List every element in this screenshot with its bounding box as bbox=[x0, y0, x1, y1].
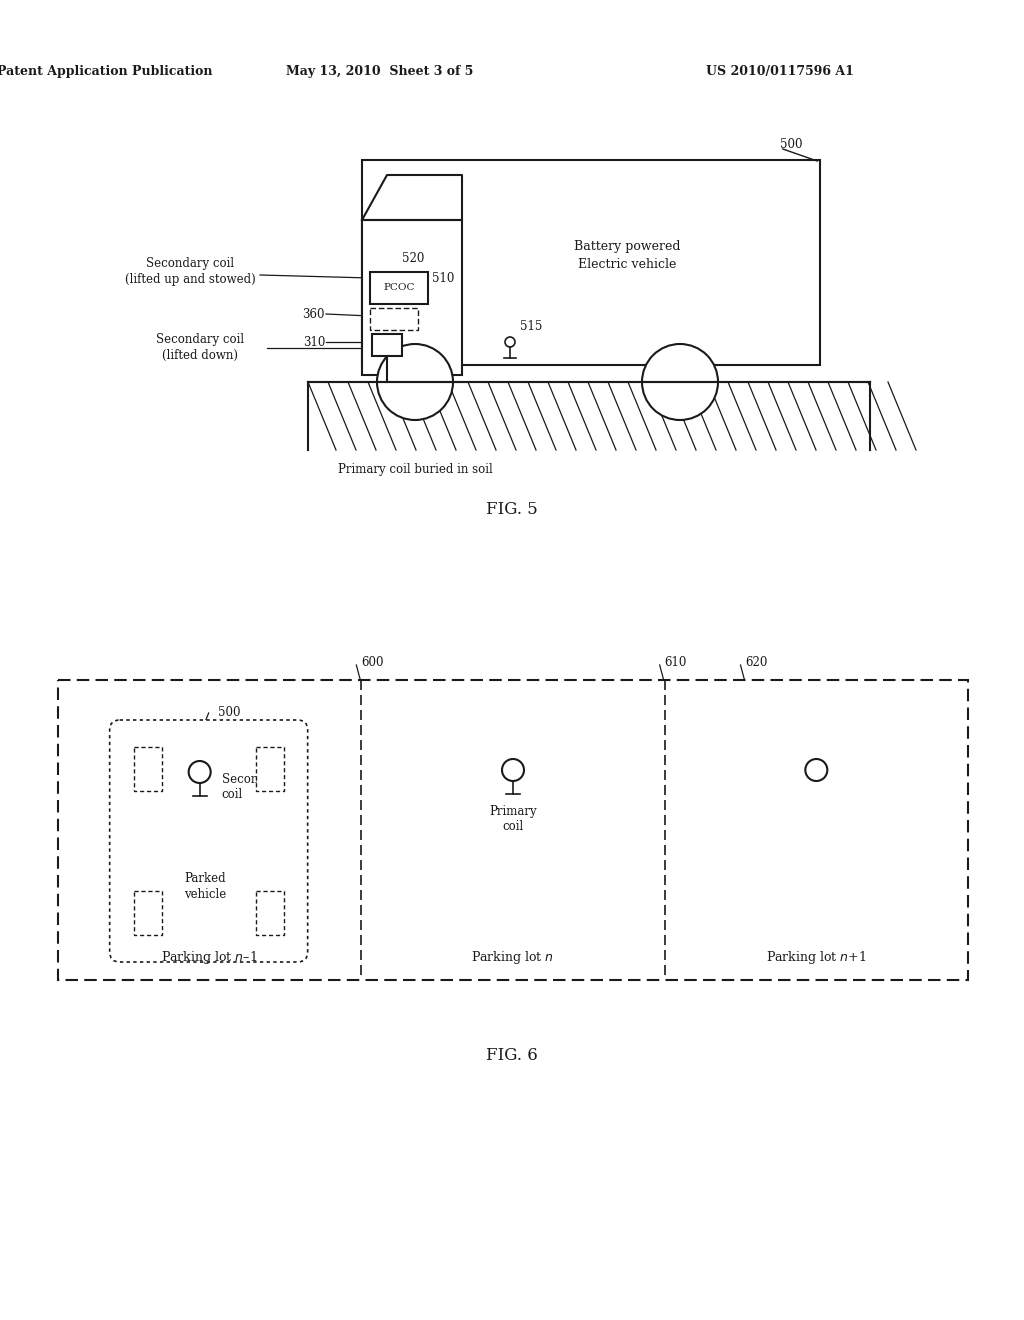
Circle shape bbox=[642, 345, 718, 420]
Text: Secondary coil: Secondary coil bbox=[156, 334, 244, 346]
Bar bbox=[370, 308, 418, 330]
Text: 620: 620 bbox=[745, 656, 768, 668]
Text: coil: coil bbox=[221, 788, 243, 800]
Text: (lifted up and stowed): (lifted up and stowed) bbox=[125, 272, 255, 285]
Text: 510: 510 bbox=[432, 272, 455, 285]
Bar bbox=[134, 891, 162, 935]
Circle shape bbox=[805, 759, 827, 781]
Circle shape bbox=[188, 762, 211, 783]
Text: 360: 360 bbox=[302, 308, 325, 321]
Bar bbox=[362, 160, 820, 366]
Text: PCOC: PCOC bbox=[383, 284, 415, 293]
Bar bbox=[256, 891, 284, 935]
FancyBboxPatch shape bbox=[110, 719, 307, 962]
Text: (lifted down): (lifted down) bbox=[162, 348, 238, 362]
Bar bbox=[134, 747, 162, 791]
Bar bbox=[370, 272, 428, 304]
Text: Secondary: Secondary bbox=[221, 774, 285, 787]
Text: Parking lot $n$: Parking lot $n$ bbox=[471, 949, 555, 966]
Text: 515: 515 bbox=[520, 321, 543, 334]
Text: Primary coil buried in soil: Primary coil buried in soil bbox=[338, 463, 493, 477]
Text: 500: 500 bbox=[780, 139, 803, 152]
Text: Electric vehicle: Electric vehicle bbox=[579, 257, 677, 271]
Text: FIG. 6: FIG. 6 bbox=[486, 1047, 538, 1064]
Text: 500: 500 bbox=[217, 705, 240, 718]
Text: Secondary coil: Secondary coil bbox=[146, 257, 234, 271]
Text: 520: 520 bbox=[402, 252, 424, 264]
Bar bbox=[58, 680, 968, 979]
Text: Patent Application Publication: Patent Application Publication bbox=[0, 66, 213, 78]
Text: 310: 310 bbox=[303, 335, 325, 348]
Text: FIG. 5: FIG. 5 bbox=[486, 502, 538, 519]
Text: vehicle: vehicle bbox=[183, 888, 225, 902]
Text: 600: 600 bbox=[361, 656, 384, 668]
Bar bbox=[372, 334, 402, 356]
Circle shape bbox=[377, 345, 453, 420]
Text: coil: coil bbox=[503, 821, 523, 833]
Text: Primary: Primary bbox=[489, 804, 537, 817]
Text: 610: 610 bbox=[665, 656, 687, 668]
Text: Parking lot $n$+1: Parking lot $n$+1 bbox=[766, 949, 866, 966]
Text: Parking lot $n$–1: Parking lot $n$–1 bbox=[162, 949, 258, 966]
Text: US 2010/0117596 A1: US 2010/0117596 A1 bbox=[707, 66, 854, 78]
Circle shape bbox=[505, 337, 515, 347]
Bar bbox=[362, 220, 462, 375]
Text: May 13, 2010  Sheet 3 of 5: May 13, 2010 Sheet 3 of 5 bbox=[287, 66, 474, 78]
Bar bbox=[256, 747, 284, 791]
Text: Parked: Parked bbox=[184, 873, 225, 886]
Circle shape bbox=[502, 759, 524, 781]
Text: Battery powered: Battery powered bbox=[574, 240, 681, 252]
